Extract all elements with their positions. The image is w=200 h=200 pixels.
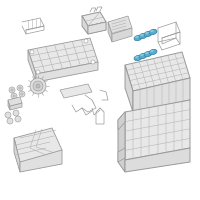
Circle shape	[19, 91, 25, 97]
Polygon shape	[82, 16, 88, 34]
Polygon shape	[28, 38, 98, 74]
Ellipse shape	[149, 29, 157, 35]
Polygon shape	[133, 78, 190, 112]
Circle shape	[36, 70, 40, 74]
Circle shape	[19, 87, 21, 89]
Circle shape	[7, 118, 13, 124]
Polygon shape	[108, 16, 132, 34]
Polygon shape	[14, 138, 20, 172]
Circle shape	[13, 95, 15, 97]
Polygon shape	[88, 22, 106, 34]
Circle shape	[91, 60, 95, 64]
Polygon shape	[28, 50, 36, 82]
Polygon shape	[125, 52, 190, 91]
Polygon shape	[108, 22, 112, 42]
Ellipse shape	[134, 55, 142, 61]
Ellipse shape	[134, 35, 142, 41]
Circle shape	[5, 112, 11, 118]
Polygon shape	[125, 148, 190, 172]
Circle shape	[84, 39, 88, 43]
Ellipse shape	[144, 31, 152, 37]
Ellipse shape	[139, 33, 147, 39]
Ellipse shape	[144, 51, 152, 57]
Polygon shape	[118, 148, 125, 162]
Circle shape	[33, 81, 43, 91]
Ellipse shape	[145, 32, 149, 34]
Ellipse shape	[139, 53, 147, 59]
Circle shape	[11, 93, 17, 99]
Polygon shape	[118, 112, 125, 172]
Circle shape	[11, 89, 13, 91]
Circle shape	[9, 87, 15, 93]
Ellipse shape	[150, 30, 154, 32]
Polygon shape	[125, 100, 190, 160]
Ellipse shape	[145, 52, 149, 54]
Circle shape	[17, 85, 23, 91]
Polygon shape	[118, 112, 125, 130]
Circle shape	[36, 84, 40, 88]
Polygon shape	[8, 97, 22, 106]
Polygon shape	[112, 28, 132, 42]
Ellipse shape	[150, 50, 154, 52]
Ellipse shape	[140, 34, 144, 36]
Circle shape	[30, 78, 46, 94]
Circle shape	[13, 110, 19, 116]
Polygon shape	[125, 65, 133, 112]
Ellipse shape	[135, 56, 139, 58]
Polygon shape	[20, 150, 62, 172]
Polygon shape	[8, 100, 10, 110]
Polygon shape	[60, 84, 92, 98]
Circle shape	[21, 93, 23, 95]
Polygon shape	[14, 128, 62, 165]
Polygon shape	[10, 103, 22, 110]
Ellipse shape	[140, 54, 144, 56]
Ellipse shape	[149, 49, 157, 55]
Circle shape	[15, 116, 21, 122]
Circle shape	[30, 50, 34, 54]
Ellipse shape	[135, 36, 139, 38]
Polygon shape	[82, 12, 106, 26]
Polygon shape	[36, 62, 98, 82]
